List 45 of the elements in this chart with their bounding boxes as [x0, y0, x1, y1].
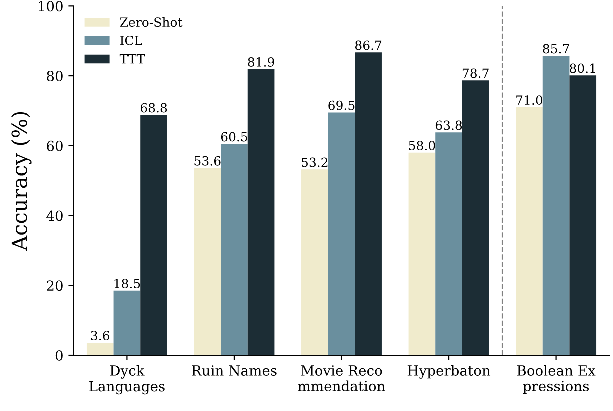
legend-label: ICL	[120, 36, 142, 46]
data-label: 3.6	[91, 331, 110, 341]
bar	[302, 170, 328, 356]
x-tick-label: Hyperbaton	[408, 365, 491, 379]
data-label: 80.1	[570, 64, 596, 74]
data-label: 18.5	[114, 279, 140, 288]
bar	[221, 144, 248, 356]
data-label: 71.0	[516, 96, 543, 106]
bar	[570, 76, 597, 356]
data-label: 69.5	[328, 100, 355, 110]
y-tick-label: 40	[46, 210, 63, 222]
x-tick-label: Dyck Languages	[90, 365, 165, 395]
y-tick-label: 0	[56, 350, 63, 361]
bar	[248, 69, 275, 356]
data-label: 68.8	[140, 103, 168, 113]
x-tick-label: Ruin Names	[192, 366, 277, 376]
data-label: 63.8	[436, 120, 462, 130]
bar	[194, 168, 222, 356]
bar	[86, 342, 114, 356]
data-label: 53.6	[194, 156, 221, 166]
data-label: 53.2	[302, 158, 328, 168]
data-label: 86.7	[355, 40, 382, 50]
bar	[140, 115, 168, 356]
y-tick-label: 20	[47, 280, 63, 292]
legend-label: TTT	[120, 54, 146, 64]
bar	[408, 152, 436, 356]
y-tick-label: 60	[47, 140, 63, 152]
bar	[542, 56, 570, 356]
legend-label: Zero-Shot	[120, 17, 183, 28]
y-tick-label: 80	[47, 71, 63, 82]
data-label: 60.5	[221, 132, 248, 142]
y-axis-title: Accuracy (%)	[11, 112, 32, 252]
bar	[355, 52, 382, 356]
data-label: 81.9	[248, 58, 274, 67]
x-tick-label: Movie Reco mmendation	[298, 366, 386, 392]
bar	[114, 290, 141, 356]
data-label: 78.7	[462, 68, 489, 78]
bar	[436, 132, 462, 356]
y-tick-label: 100	[39, 1, 63, 12]
data-label: 58.0	[409, 141, 436, 150]
x-tick-label: Boolean Ex pressions	[517, 365, 596, 394]
bar	[462, 80, 490, 356]
bar	[328, 112, 356, 356]
bar	[516, 107, 543, 356]
data-label: 85.7	[543, 44, 570, 54]
